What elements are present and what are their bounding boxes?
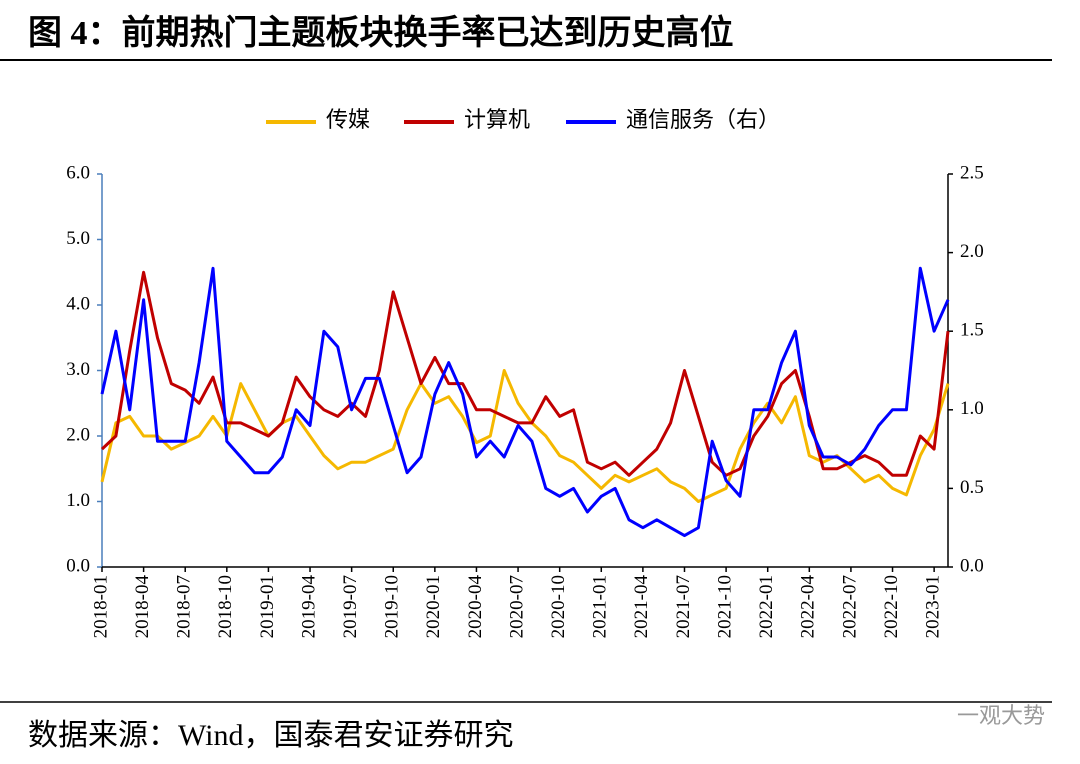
series-line <box>100 266 950 538</box>
y2-tick-label: 1.5 <box>960 320 984 341</box>
y2-tick-label: 2.5 <box>960 162 984 183</box>
x-tick-label: 2019-01 <box>257 575 278 638</box>
legend-label: 计算机 <box>464 107 530 132</box>
legend-label: 通信服务（右） <box>626 107 780 132</box>
y-tick-label: 6.0 <box>66 162 90 183</box>
x-tick-label: 2021-07 <box>673 575 694 638</box>
x-tick-label: 2020-10 <box>548 575 569 638</box>
y-tick-label: 1.0 <box>66 490 90 511</box>
chart-title: 图 4：前期热门主题板块换手率已达到历史高位 <box>28 14 734 52</box>
x-tick-label: 2020-01 <box>423 575 444 638</box>
x-tick-label: 2021-01 <box>590 575 611 638</box>
y-tick-label: 3.0 <box>66 359 90 380</box>
x-tick-label: 2019-10 <box>382 575 403 638</box>
y2-tick-label: 2.0 <box>960 241 984 262</box>
x-tick-label: 2020-07 <box>506 575 527 638</box>
y-tick-label: 4.0 <box>66 293 90 314</box>
legend-label: 传媒 <box>326 107 370 132</box>
y2-tick-label: 0.5 <box>960 477 984 498</box>
x-tick-label: 2022-04 <box>798 575 819 639</box>
x-tick-label: 2018-07 <box>174 575 195 638</box>
x-tick-label: 2018-04 <box>132 575 153 639</box>
x-tick-label: 2021-10 <box>714 575 735 638</box>
x-tick-label: 2018-10 <box>215 575 236 638</box>
y2-tick-label: 1.0 <box>960 398 984 419</box>
watermark: 一观大势 <box>957 703 1045 728</box>
y2-tick-label: 0.0 <box>960 555 984 576</box>
x-tick-label: 2019-04 <box>298 575 319 639</box>
y-tick-label: 2.0 <box>66 424 90 445</box>
x-tick-label: 2021-04 <box>631 575 652 639</box>
x-tick-label: 2022-07 <box>839 575 860 638</box>
x-tick-label: 2022-01 <box>756 575 777 638</box>
x-tick-label: 2022-10 <box>881 575 902 638</box>
y-tick-label: 0.0 <box>66 555 90 576</box>
x-tick-label: 2019-07 <box>340 575 361 638</box>
x-tick-label: 2023-01 <box>922 575 943 638</box>
source: 数据来源：Wind，国泰君安证券研究 <box>28 719 513 752</box>
y-tick-label: 5.0 <box>66 228 90 249</box>
x-tick-label: 2020-04 <box>465 575 486 639</box>
x-tick-label: 2018-01 <box>90 575 111 638</box>
series-line <box>100 369 950 503</box>
